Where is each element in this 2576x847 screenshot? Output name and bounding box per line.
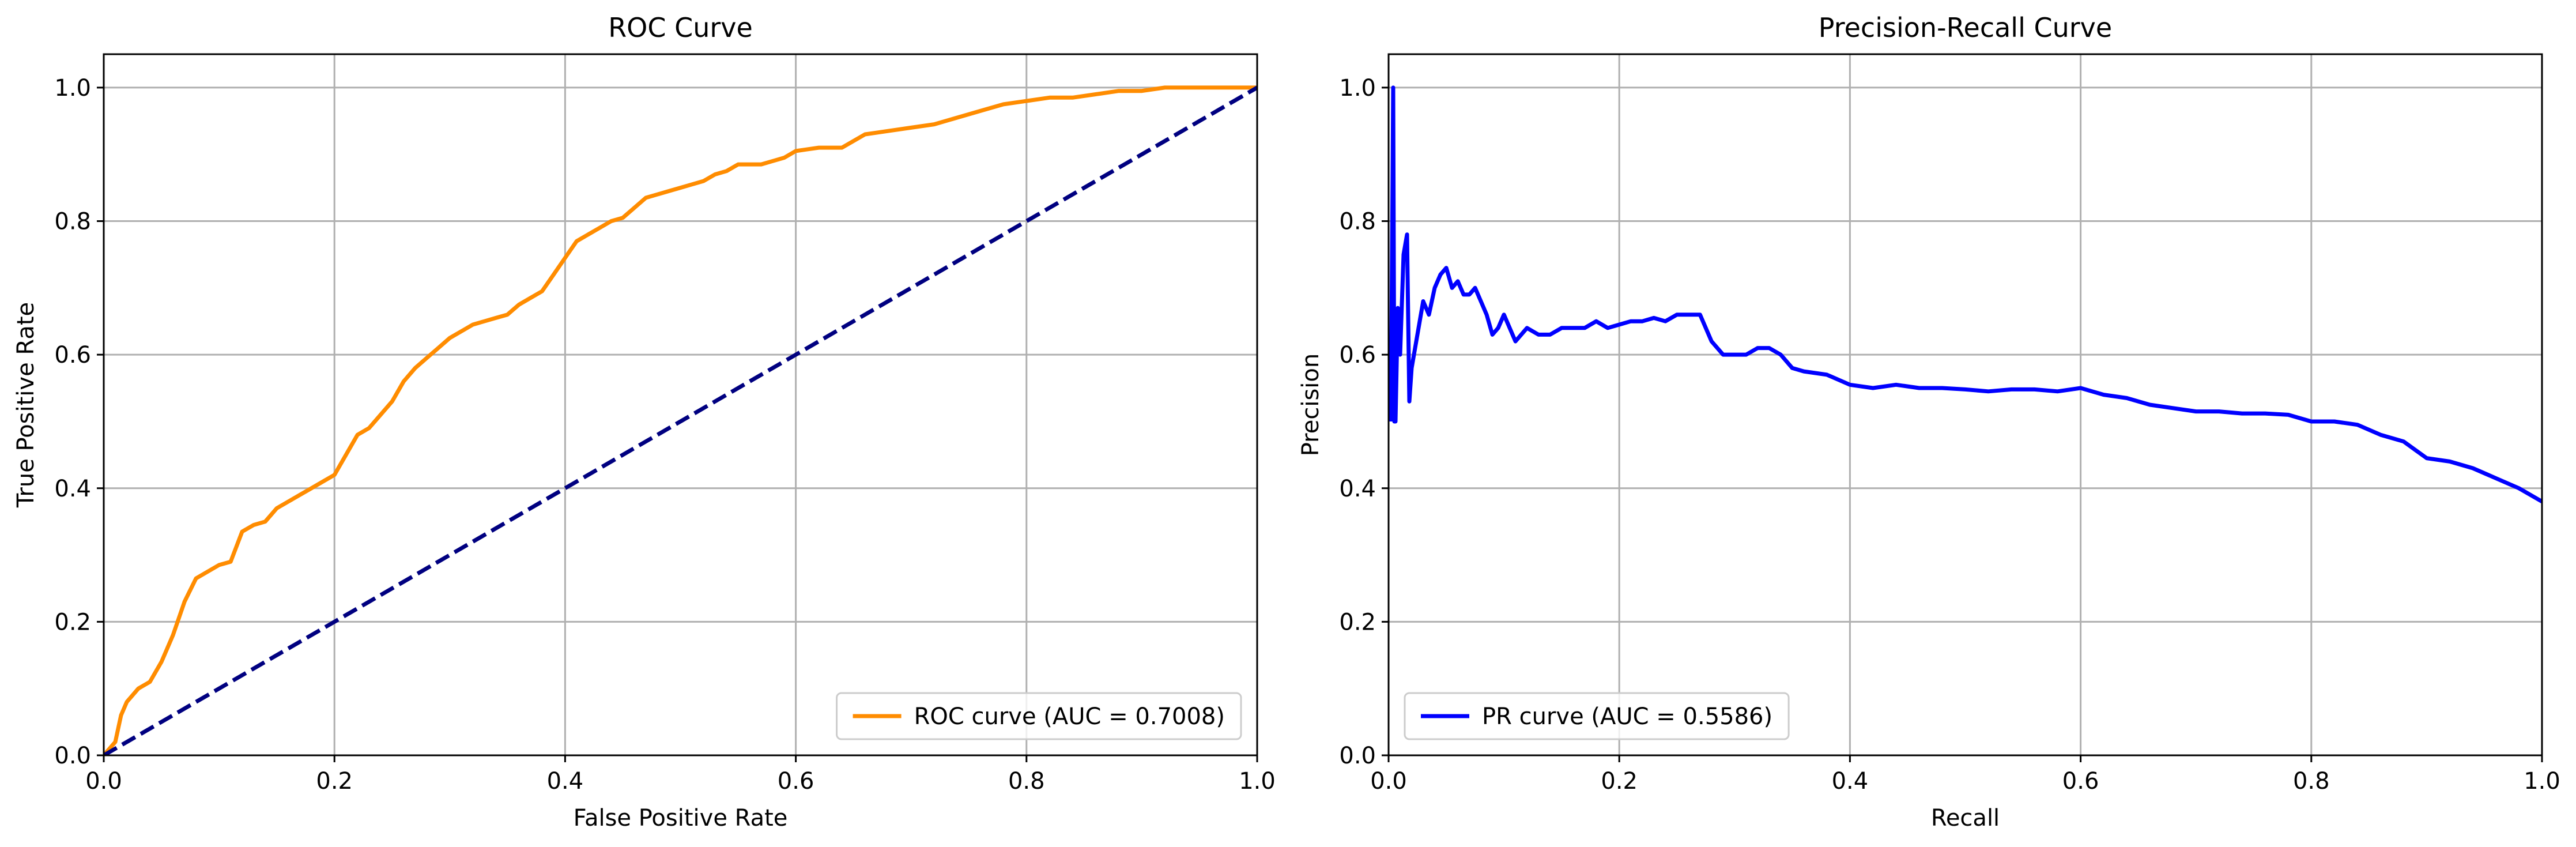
chart-title: Precision-Recall Curve bbox=[1819, 12, 2112, 43]
y-tick-label: 0.0 bbox=[1339, 743, 1376, 769]
legend-box bbox=[1404, 692, 1790, 740]
pr-chart: 0.0 0.2 0.4 0.6 0.8 1.0 0.0 0.2 0.4 0.6 0.8 1.0 Prec… bbox=[1298, 12, 2560, 831]
legend-label: ROC curve (AUC = 0.7008) bbox=[914, 703, 1225, 730]
x-axis-label: Recall bbox=[1931, 805, 2000, 831]
y-axis-label: True Positive Rate bbox=[13, 302, 39, 508]
x-tick-label: 0.8 bbox=[1008, 768, 1045, 795]
x-axis-label: False Positive Rate bbox=[574, 805, 788, 831]
x-tick-label: 0.2 bbox=[316, 768, 353, 795]
diagonal-reference-line bbox=[104, 85, 1257, 755]
legend-label: PR curve (AUC = 0.5586) bbox=[1482, 703, 1772, 730]
y-tick-label: 0.8 bbox=[1339, 209, 1376, 235]
y-tick-label: 0.0 bbox=[54, 743, 91, 769]
y-tick-label: 1.0 bbox=[1339, 75, 1376, 101]
x-tick-label: 0.6 bbox=[778, 768, 814, 795]
x-tick-label: 0.6 bbox=[2062, 768, 2099, 795]
y-tick-label: 0.6 bbox=[54, 342, 91, 368]
x-tick-label: 1.0 bbox=[1239, 768, 1276, 795]
legend-box bbox=[836, 692, 1242, 740]
x-tick-label: 0.8 bbox=[2293, 768, 2330, 795]
roc-curve-line bbox=[104, 85, 1257, 755]
chart-title: ROC Curve bbox=[608, 12, 753, 43]
plot-frame bbox=[103, 53, 1258, 756]
y-tick-label: 0.6 bbox=[1339, 342, 1376, 368]
pr-curve-line bbox=[1389, 85, 2542, 503]
y-tick-label: 0.8 bbox=[54, 209, 91, 235]
y-tick-label: 0.4 bbox=[54, 476, 91, 502]
x-tick-label: 0.0 bbox=[1370, 768, 1407, 795]
x-tick-label: 1.0 bbox=[2524, 768, 2560, 795]
y-tick-label: 0.4 bbox=[1339, 476, 1376, 502]
x-tick-label: 0.2 bbox=[1601, 768, 1638, 795]
x-tick-label: 0.4 bbox=[1832, 768, 1869, 795]
y-tick-label: 0.2 bbox=[54, 609, 91, 635]
legend: PR curve (AUC = 0.5586) bbox=[1404, 692, 1790, 740]
y-tick-label: 0.2 bbox=[1339, 609, 1376, 635]
roc-chart: 0.0 0.2 0.4 0.6 0.8 1.0 0.0 0.2 0.4 0.6 0.8 1.0 ROC … bbox=[13, 12, 1276, 831]
plot-frame bbox=[1387, 53, 2543, 756]
x-tick-label: 0.4 bbox=[547, 768, 584, 795]
x-tick-label: 0.0 bbox=[85, 768, 122, 795]
y-tick-label: 1.0 bbox=[54, 75, 91, 101]
y-axis-label: Precision bbox=[1298, 353, 1324, 456]
legend: ROC curve (AUC = 0.7008) bbox=[836, 692, 1242, 740]
